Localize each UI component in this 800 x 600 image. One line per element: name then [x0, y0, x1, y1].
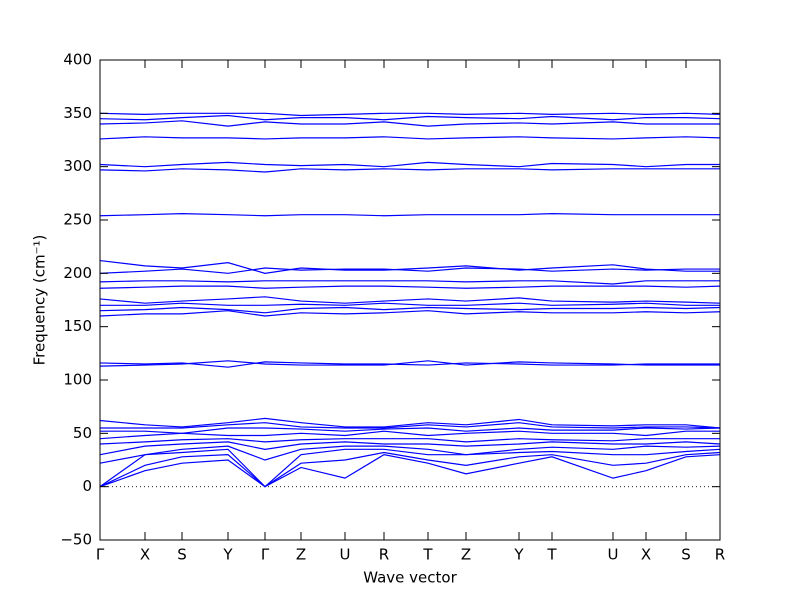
x-tick-label: Z [296, 546, 306, 564]
x-tick-label: Y [513, 546, 524, 564]
band-line [99, 306, 721, 314]
band-line [99, 212, 720, 217]
band-line [100, 422, 721, 429]
x-tick-label: U [608, 546, 619, 564]
band-line [99, 120, 720, 127]
y-tick-label: 300 [63, 157, 92, 175]
y-tick-label: 250 [63, 211, 92, 229]
y-tick-label: 100 [63, 371, 92, 389]
x-tick-label: T [422, 546, 433, 564]
band-line [99, 430, 720, 440]
x-tick-label: Y [222, 546, 233, 564]
band-line [99, 136, 721, 140]
x-tick-label: X [140, 546, 150, 564]
y-tick-label: 400 [63, 51, 92, 69]
band-line [99, 361, 720, 368]
band-line [99, 438, 720, 445]
band-line [100, 427, 721, 434]
band-line [99, 267, 720, 274]
band-line [99, 454, 721, 488]
band-line [100, 302, 720, 306]
band-line [99, 161, 720, 168]
y-tick-label: 0 [82, 477, 92, 495]
y-axis-label: Frequency (cm⁻¹) [31, 235, 49, 366]
x-tick-label: R [715, 546, 725, 564]
band-line [99, 310, 721, 317]
x-tick-label: U [340, 546, 351, 564]
band-line [99, 112, 721, 117]
x-axis-label: Wave vector [363, 569, 457, 587]
x-tick-label: Z [461, 546, 471, 564]
y-tick-label: 50 [73, 424, 92, 442]
band-line [99, 445, 721, 464]
band-line [99, 285, 721, 289]
x-tick-label: Γ [96, 546, 105, 564]
y-tick-label: 200 [63, 264, 92, 282]
band-line [99, 259, 720, 274]
band-line [99, 451, 721, 488]
band-line [99, 114, 721, 121]
x-tick-label: T [546, 546, 557, 564]
x-tick-label: X [641, 546, 651, 564]
x-tick-label: R [379, 546, 389, 564]
plot-frame [99, 59, 721, 541]
x-tick-label: S [681, 546, 691, 564]
x-tick-label: S [177, 546, 187, 564]
band-line [99, 417, 721, 429]
band-line [99, 280, 720, 285]
y-tick-label: −50 [60, 531, 92, 549]
x-tick-label: Γ [261, 546, 270, 564]
band-line [99, 448, 721, 488]
band-line [99, 168, 720, 173]
y-tick-label: 350 [63, 104, 92, 122]
band-line [99, 441, 721, 456]
band-line [99, 296, 721, 304]
y-tick-label: 150 [63, 317, 92, 335]
